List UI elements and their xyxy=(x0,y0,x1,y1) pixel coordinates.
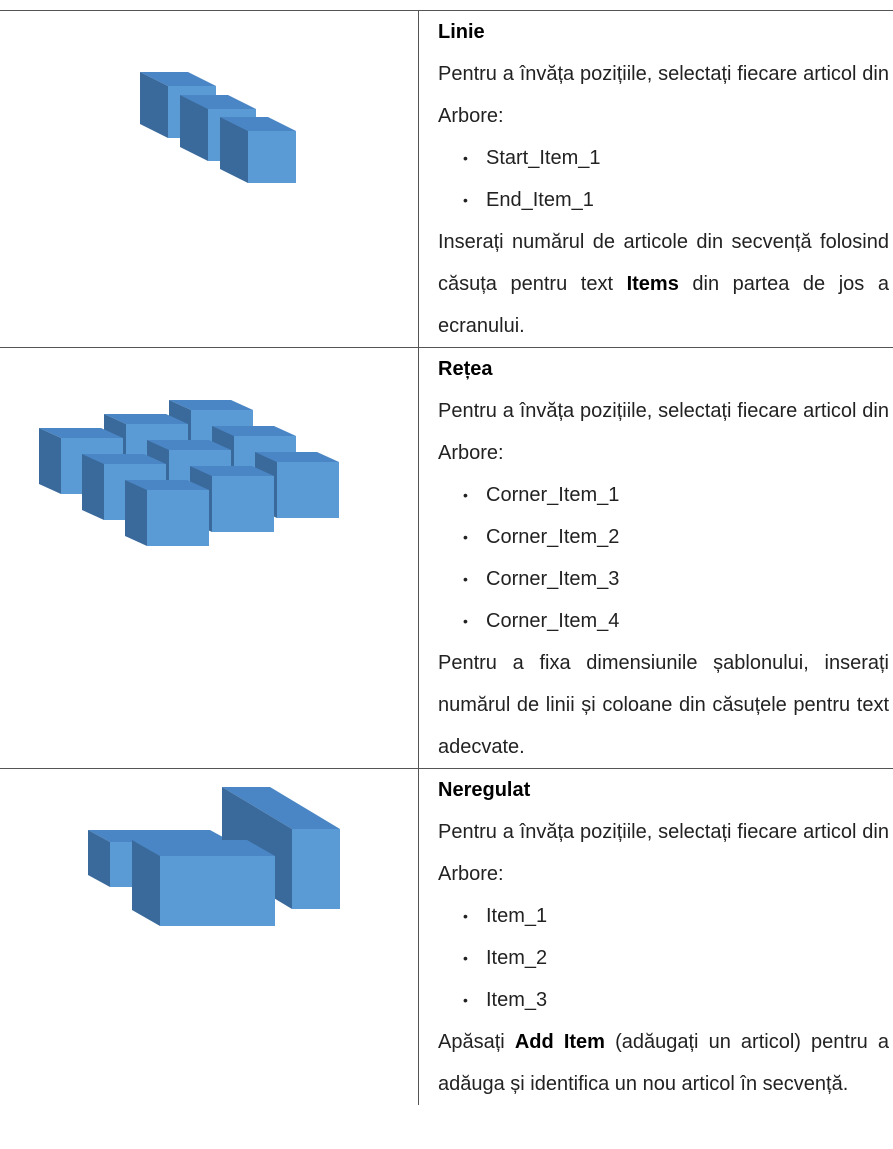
block-face xyxy=(82,454,166,464)
bullet-item: Item_3 xyxy=(438,979,889,1021)
text: (adăugați un articol) pentru a adăuga și… xyxy=(438,1031,890,1095)
bold-text: Add Item xyxy=(514,1031,605,1053)
paragraph: Inserați numărul de articole din secvenț… xyxy=(438,221,889,347)
block-face xyxy=(132,840,160,926)
bullet-item: Corner_Item_3 xyxy=(438,558,889,600)
bullet-item: Corner_Item_1 xyxy=(438,474,889,516)
block-face xyxy=(248,131,296,183)
block-face xyxy=(255,452,339,462)
block-face xyxy=(180,95,256,109)
block-face xyxy=(160,856,275,926)
section-title: Linie xyxy=(438,21,485,43)
text-cell: Neregulat Pentru a învăța pozițiile, sele… xyxy=(419,769,889,1105)
image-cell xyxy=(0,769,419,1105)
bullet-list: Item_1Item_2Item_3 xyxy=(438,895,889,1021)
paragraph: Pentru a învăța pozițiile, selectați fie… xyxy=(438,400,889,464)
paragraph: Pentru a fixa dimensiunile șablonului, i… xyxy=(438,642,889,768)
block-face xyxy=(140,72,216,86)
bullet-list: Start_Item_1End_Item_1 xyxy=(438,137,889,221)
block-face xyxy=(125,480,147,546)
block-face xyxy=(190,466,274,476)
text: Apăsați xyxy=(438,1031,515,1053)
block-face xyxy=(140,72,168,138)
paragraph: Apăsați Add Item (adăugați un articol) p… xyxy=(438,1021,889,1105)
block-face xyxy=(82,454,104,520)
block-face xyxy=(220,117,248,183)
bullet-item: Corner_Item_4 xyxy=(438,600,889,642)
block-face xyxy=(169,400,253,410)
block-face xyxy=(125,480,209,490)
image-cell xyxy=(0,348,419,768)
block-face xyxy=(39,428,61,494)
block-face xyxy=(180,95,208,161)
block xyxy=(132,840,275,926)
block-face xyxy=(39,428,123,438)
illustration xyxy=(88,787,340,926)
bullet-item: Item_1 xyxy=(438,895,889,937)
bold-text: Items xyxy=(626,273,679,295)
block-face xyxy=(220,117,296,131)
block-face xyxy=(147,490,209,546)
illustration xyxy=(39,400,339,546)
block-face xyxy=(277,462,339,518)
block-face xyxy=(88,830,232,842)
illustration xyxy=(140,72,296,183)
paragraph: Pentru a învăța pozițiile, selectați fie… xyxy=(438,821,889,885)
bullet-item: Start_Item_1 xyxy=(438,137,889,179)
text: Pentru a fixa dimensiunile șablonului, i… xyxy=(438,652,889,758)
block-face xyxy=(104,414,188,424)
table-row: Rețea Pentru a învăța pozițiile, selectaț… xyxy=(0,348,893,769)
text: Inserați numărul de articole din secvenț… xyxy=(438,231,889,295)
block-face xyxy=(132,840,275,856)
text-cell: Linie Pentru a învăța pozițiile, selectaț… xyxy=(419,11,889,347)
block xyxy=(125,480,209,546)
text: din partea de jos a ecranului. xyxy=(438,273,889,337)
bullet-item: End_Item_1 xyxy=(438,179,889,221)
table-row: Linie Pentru a învăța pozițiile, selectaț… xyxy=(0,11,893,348)
bullet-item: Corner_Item_2 xyxy=(438,516,889,558)
table-row: Neregulat Pentru a învăța pozițiile, sele… xyxy=(0,769,893,1105)
block xyxy=(255,452,339,518)
image-cell xyxy=(0,11,419,347)
bullet-list: Corner_Item_1Corner_Item_2Corner_Item_3C… xyxy=(438,474,889,642)
paragraph: Pentru a învăța pozițiile, selectați fie… xyxy=(438,63,889,127)
section-title: Rețea xyxy=(438,358,493,380)
section-title: Neregulat xyxy=(438,779,531,801)
table: Linie Pentru a învăța pozițiile, selectaț… xyxy=(0,10,893,1105)
text-cell: Rețea Pentru a învăța pozițiile, selectaț… xyxy=(419,348,889,768)
block-face xyxy=(212,476,274,532)
block xyxy=(220,117,296,183)
bullet-item: Item_2 xyxy=(438,937,889,979)
block-face xyxy=(292,829,340,909)
block-face xyxy=(147,440,231,450)
block-face xyxy=(222,787,340,829)
block-face xyxy=(88,830,110,887)
block-face xyxy=(212,426,296,436)
